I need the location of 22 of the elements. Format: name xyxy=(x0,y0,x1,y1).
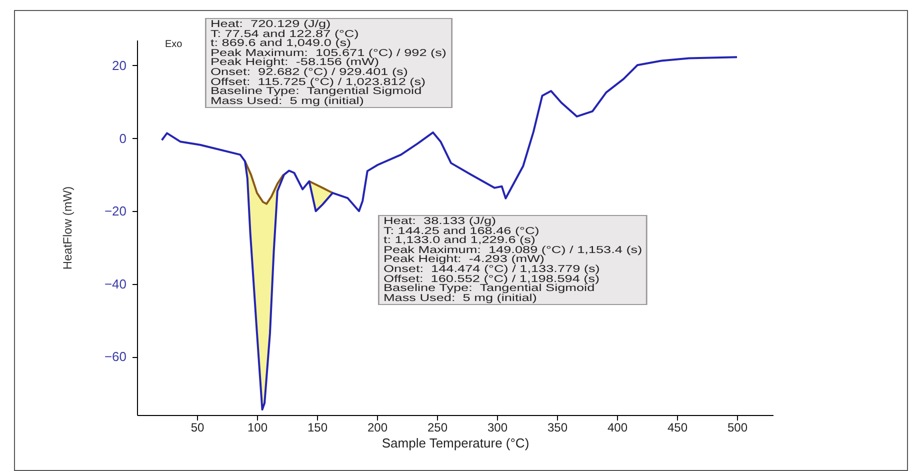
y-axis-title: HeatFlow (mW) xyxy=(60,186,74,270)
y-tick-label: −40 xyxy=(104,276,126,292)
y-tick-label: 0 xyxy=(119,130,126,146)
x-tick-label: 400 xyxy=(607,420,628,434)
x-tick-label: 150 xyxy=(307,420,328,434)
text: Heat: 720.129 (J/g) T: 77.54 and 122.87 (°C) t: 869.6 and 1,049.0 (s) Peak Maximum: 105.671 (°C) / 992 (s) Peak Height: -58.156 (mW) Onset: 92.682 (°C) / 929.401 (s) Offset: 115.725 (°C) / 1,023.812 (s) Baseline Type: Tangential Sigmoid Mass Used: 5 mg (initial) xyxy=(210,19,446,107)
x-tick-label: 50 xyxy=(190,420,204,434)
x-tick-label: 350 xyxy=(547,420,568,434)
y-tick-label: 20 xyxy=(112,58,126,73)
x-tick-label: 300 xyxy=(487,420,508,434)
line-series xyxy=(244,160,284,205)
line-series xyxy=(308,180,334,194)
x-tick-label: 100 xyxy=(247,420,268,434)
text: Heat: 38.133 (J/g) T: 144.25 and 168.46 (°C) t: 1,133.0 and 1,229.6 (s) Peak Maximum: 149.089 (°C) / 1,153.4 (s) Peak Height: -4.293 (mW) Onset: 144.474 (°C) / 1,133.779 (s) Offset: 160.552 (°C) / 1,198.594 (s) Baseline Type: Tangential Sigmoid Mass Used: 5 mg (initial) xyxy=(383,216,642,304)
x-axis-title: Sample Temperature (°C) xyxy=(382,436,530,450)
x-tick-label: 500 xyxy=(727,420,748,434)
x-tick-label: 450 xyxy=(667,420,688,434)
x-tick-label: 200 xyxy=(367,420,388,434)
annotation: Exo xyxy=(165,39,182,50)
x-tick-label: 250 xyxy=(427,420,448,434)
y-tick-label: −60 xyxy=(104,349,126,364)
y-tick-label: −20 xyxy=(104,204,126,219)
